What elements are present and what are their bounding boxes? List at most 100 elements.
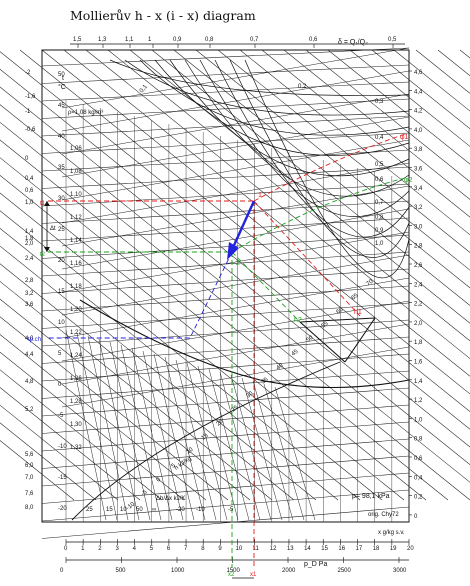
- density-line: [61, 346, 410, 408]
- x-axis-tick-label: 1: [81, 546, 85, 552]
- left-axis-tick-label: 4,4: [25, 352, 34, 358]
- vapor-pressure-tick-label: 2500: [338, 568, 352, 574]
- left-axis-ticks: -2 -1,6 -1 -0,6 0 0,4 0,6 1,0 1,41,82,0 2,4 2,8 3,2…: [25, 70, 36, 511]
- enthalpy-line: [371, 49, 470, 130]
- enthalpy-line: [0, 369, 163, 501]
- density-tick-label: 1,32: [70, 445, 82, 451]
- density-tick-label: 1,30: [70, 422, 82, 428]
- density-label: ρ=1,08 kg/m³: [68, 110, 103, 116]
- temperature-tick-label: 25: [58, 227, 65, 233]
- h1-label: h1: [354, 309, 362, 316]
- isotherm-line: [41, 438, 410, 469]
- x-axis-tick-label: 18: [373, 546, 380, 552]
- enthalpy-tick-label: 10: [186, 446, 195, 455]
- temperature-tick-label: 30: [58, 196, 65, 202]
- enthalpy-line: [0, 245, 317, 501]
- right-axis-tick-label: 0,6: [414, 456, 423, 462]
- x-axis-tick-label: 9: [218, 546, 222, 552]
- density-tick-label: 1,14: [70, 238, 82, 244]
- right-axis-tick-label: 1,8: [414, 340, 423, 346]
- density-line: [61, 300, 410, 362]
- enthalpy-line: [0, 404, 119, 501]
- process-arrowhead: [227, 242, 239, 260]
- enthalpy-line: [0, 157, 427, 501]
- enthalpy-line: [19, 49, 470, 412]
- right-axis-tick-label: 2,2: [414, 302, 423, 308]
- humidity-tick-label: 0,5: [375, 162, 384, 168]
- point-2-label: 2: [236, 260, 240, 267]
- density-line: [61, 185, 410, 247]
- enthalpy-line: [195, 49, 470, 271]
- humidity-tick-label: 0,4: [375, 135, 384, 141]
- enthalpy-tick-label: 30: [246, 390, 255, 399]
- isotherm-line: [41, 319, 410, 347]
- humidity-tick-label: 0,3: [375, 99, 384, 105]
- enthalpy-line: [0, 139, 449, 501]
- top-scale-tick-label: 0,7: [250, 37, 259, 43]
- isotherm-line: [41, 387, 410, 417]
- density-line: [61, 277, 410, 339]
- fog-line: [153, 353, 195, 521]
- bottom-x-axis-ticks: 0 1 2 3 4 5 6 7 8 9 10 11 12 13 14 15 16 17 18 19 20: [64, 539, 414, 552]
- fog-line: [175, 359, 217, 521]
- enthalpy-tick-label: -5: [141, 489, 149, 497]
- humidity-curve: [229, 59, 410, 258]
- fog-line: [76, 332, 118, 521]
- density-tick-label: 1,26: [70, 376, 82, 382]
- isotherm-line: [41, 64, 410, 84]
- left-axis-tick-label: 8,0: [25, 505, 34, 511]
- phi2-label: φ2: [404, 177, 413, 184]
- fog-line: [120, 344, 162, 521]
- dhdx-scale-arc: [71, 361, 341, 521]
- vapor-pressure-tick-label: 500: [116, 568, 127, 574]
- top-scale-tick-label: 1,5: [73, 37, 82, 43]
- humidity-curve: [139, 59, 410, 136]
- x-axis-tick-label: 11: [253, 546, 260, 552]
- right-axis-ticks: 4,6 4,4 4,2 4,0 3,8 3,6 3,4 3,2 3,0 2,8 2,6 2,4 2,2 2…: [409, 70, 423, 520]
- temperature-tick-label: -15: [58, 475, 67, 481]
- x-axis-tick-label: 16: [338, 546, 345, 552]
- x-axis-tick-label: 14: [304, 546, 311, 552]
- left-axis-tick-label: 4,0: [25, 336, 34, 342]
- fog-line: [142, 350, 184, 521]
- x-unit-label: x g/kg s.v.: [378, 530, 405, 536]
- humidity-curve: [154, 59, 410, 156]
- enthalpy-line: [349, 49, 470, 147]
- temperature-tick-label: 5: [58, 351, 62, 357]
- relative-humidity-curves: [79, 59, 410, 389]
- right-axis-tick-label: 3,0: [414, 224, 423, 230]
- temperature-tick-label: 45: [58, 103, 65, 109]
- dhdx-tick-label: 15: [106, 507, 113, 513]
- enthalpy-line: [0, 121, 470, 501]
- dhdx-tick-label: ∞: [152, 507, 156, 513]
- enthalpy-line: [85, 49, 470, 359]
- x2-label: x2: [228, 572, 235, 578]
- dhdx-tick-label: -20: [176, 507, 185, 513]
- temperature-tick-label: -10: [58, 444, 67, 450]
- enthalpy-tick-label: 45: [291, 348, 300, 357]
- dhdx-label: Δh/Δx kJ/K: [156, 496, 185, 502]
- density-ticks: 1,06 1,08 1,10 1,12 1,14 1,16 1,18 1,20 1,22 1,24…: [70, 146, 82, 451]
- density-tick-label: 1,24: [70, 353, 82, 359]
- fog-line: [197, 365, 239, 521]
- right-axis-tick-label: 4,2: [414, 109, 423, 115]
- left-axis-tick-label: -1: [25, 109, 31, 115]
- left-axis-tick-label: 1,0: [25, 200, 34, 206]
- right-axis-tick-label: 1,4: [414, 379, 423, 385]
- left-axis-tick-label: -2: [25, 70, 31, 76]
- isotherm-line: [41, 404, 410, 434]
- isotherm-line: [41, 200, 410, 224]
- temperature-tick-label: 10: [58, 320, 65, 326]
- enthalpy-lines: [0, 49, 470, 501]
- top-scale-ticks: 1,5 1,3 1,1 1 0,9 0,8 0,7 0,6 0,5: [73, 37, 397, 48]
- enthalpy-tick-label: 50: [306, 334, 315, 343]
- isotherm-line: [41, 421, 410, 452]
- density-line: [61, 323, 410, 385]
- enthalpy-line: [0, 422, 97, 501]
- left-axis-tick-label: -1,6: [25, 94, 36, 100]
- x-axis-tick-label: 12: [270, 546, 277, 552]
- dhdx-tick-label: -10: [196, 507, 205, 513]
- x-axis-tick-label: 20: [407, 546, 414, 552]
- isotherm-line: [41, 81, 410, 102]
- right-axis-tick-label: 3,4: [414, 186, 423, 192]
